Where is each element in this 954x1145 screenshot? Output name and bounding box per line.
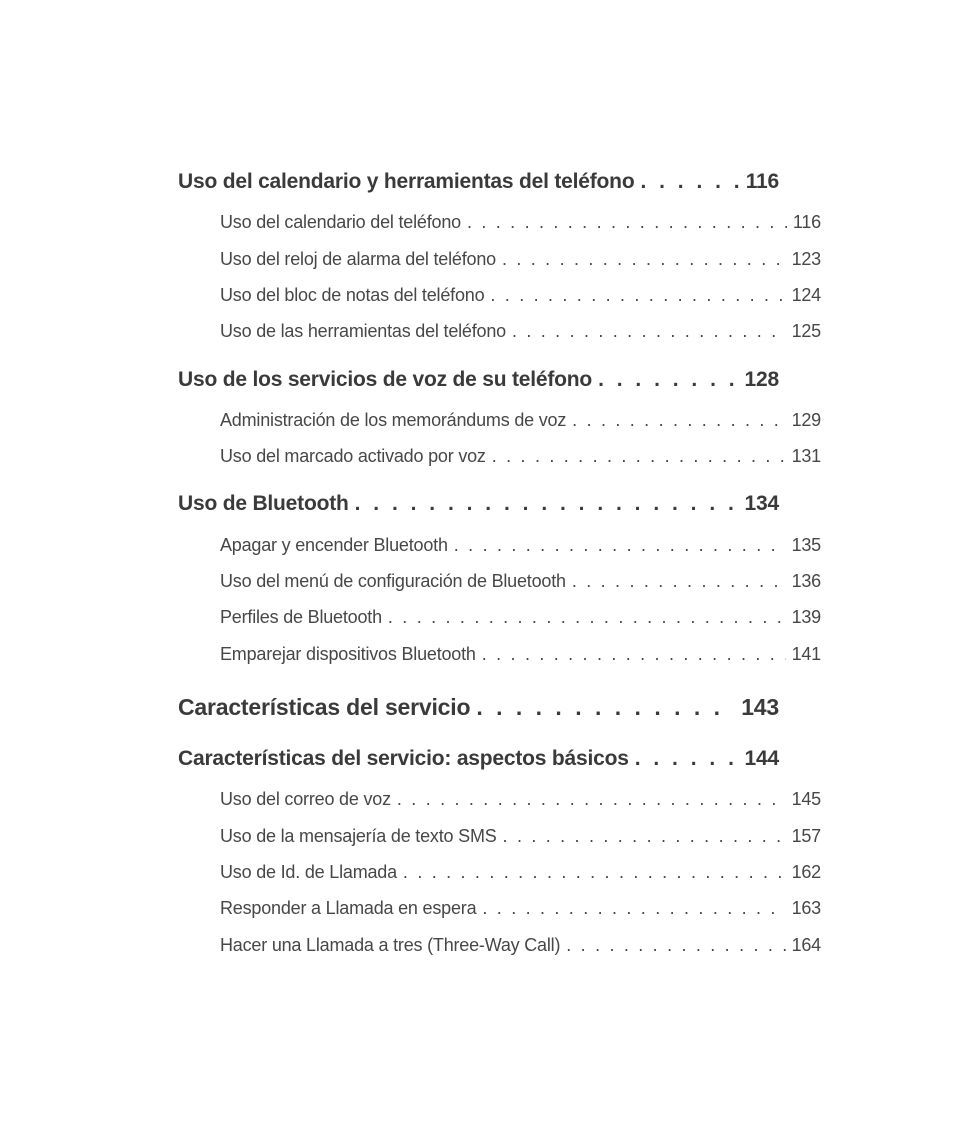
toc-leader: . . . . . . . . . . . . . . . . . . . . …	[566, 933, 785, 957]
toc-page-number: 125	[792, 319, 821, 343]
toc-leader: . . . . . . . . . . . . . . . . . . . . …	[403, 860, 786, 884]
toc-entry: Uso del reloj de alarma del teléfono . .…	[178, 247, 821, 271]
toc-entry: Perfiles de Bluetooth . . . . . . . . . …	[178, 605, 821, 629]
toc-entry: Uso del correo de voz . . . . . . . . . …	[178, 787, 821, 811]
toc-title: Uso de Id. de Llamada	[220, 860, 397, 884]
toc-title: Uso del bloc de notas del teléfono	[220, 283, 484, 307]
toc-entry: Administración de los memorándums de voz…	[178, 408, 821, 432]
toc-entry: Responder a Llamada en espera . . . . . …	[178, 896, 821, 920]
toc-page-number: 129	[792, 408, 821, 432]
toc-entry: Hacer una Llamada a tres (Three-Way Call…	[178, 933, 821, 957]
toc-leader: . . . . . . . . . . . . . . . . . . . . …	[502, 247, 786, 271]
toc-title: Uso del reloj de alarma del teléfono	[220, 247, 496, 271]
toc-leader: . . . . . . . . . . . . . . . . . . . . …	[482, 896, 785, 920]
toc-leader: . . . . . . . . . . . . . . . . . . . . …	[482, 642, 786, 666]
toc-page-number: 157	[792, 824, 821, 848]
toc-title: Apagar y encender Bluetooth	[220, 533, 448, 557]
toc-entry: Uso del calendario del teléfono . . . . …	[178, 210, 821, 234]
toc-leader: . . . . . . . . . . . . . . . . . . . . …	[397, 787, 786, 811]
toc-page-number: 144	[745, 745, 779, 773]
toc-entry: Emparejar dispositivos Bluetooth . . . .…	[178, 642, 821, 666]
toc-leader: . . . . . . . . . . . . . . . . . . . . …	[355, 490, 739, 518]
toc-page-number: 141	[792, 642, 821, 666]
toc-title: Uso del calendario del teléfono	[220, 210, 461, 234]
toc-leader: . . . . . . . . . . . . . . . . . . . . …	[635, 745, 739, 773]
toc-title: Uso del menú de configuración de Bluetoo…	[220, 569, 566, 593]
toc-title: Hacer una Llamada a tres (Three-Way Call…	[220, 933, 560, 957]
toc-entry: Uso de Id. de Llamada . . . . . . . . . …	[178, 860, 821, 884]
toc-leader: . . . . . . . . . . . . . . . . . . . . …	[512, 319, 786, 343]
toc-leader: . . . . . . . . . . . . . . . . . . . . …	[640, 168, 739, 196]
toc-section: Uso de los servicios de voz de su teléfo…	[178, 366, 779, 394]
toc-entry: Uso del marcado activado por voz . . . .…	[178, 444, 821, 468]
toc-leader: . . . . . . . . . . . . . . . . . . . . …	[598, 366, 738, 394]
toc-entry: Uso del menú de configuración de Bluetoo…	[178, 569, 821, 593]
toc-page-number: 128	[745, 366, 779, 394]
toc-title: Responder a Llamada en espera	[220, 896, 476, 920]
toc-title: Uso del marcado activado por voz	[220, 444, 486, 468]
toc-title: Perfiles de Bluetooth	[220, 605, 382, 629]
toc-entry: Apagar y encender Bluetooth . . . . . . …	[178, 533, 821, 557]
toc-leader: . . . . . . . . . . . . . . . . . . . . …	[476, 692, 735, 723]
toc-page-number: 163	[792, 896, 821, 920]
toc-title: Uso de los servicios de voz de su teléfo…	[178, 366, 592, 394]
toc-page-number: 116	[746, 168, 779, 196]
toc-leader: . . . . . . . . . . . . . . . . . . . . …	[503, 824, 786, 848]
toc-page-number: 164	[792, 933, 821, 957]
toc-leader: . . . . . . . . . . . . . . . . . . . . …	[454, 533, 786, 557]
toc-page-number: 116	[793, 210, 821, 234]
toc-page-number: 145	[792, 787, 821, 811]
toc-title: Uso de Bluetooth	[178, 490, 349, 518]
toc-leader: . . . . . . . . . . . . . . . . . . . . …	[492, 444, 786, 468]
toc-page-number: 134	[745, 490, 779, 518]
toc-title: Uso del correo de voz	[220, 787, 391, 811]
toc-leader: . . . . . . . . . . . . . . . . . . . . …	[572, 408, 785, 432]
toc-section: Uso del calendario y herramientas del te…	[178, 168, 779, 196]
toc-page-number: 136	[792, 569, 821, 593]
toc-page-number: 139	[792, 605, 821, 629]
toc-page-number: 162	[792, 860, 821, 884]
toc-title: Uso de las herramientas del teléfono	[220, 319, 506, 343]
toc-page-number: 123	[792, 247, 821, 271]
toc-page-number: 135	[792, 533, 821, 557]
toc-entry: Uso del bloc de notas del teléfono . . .…	[178, 283, 821, 307]
toc-title: Emparejar dispositivos Bluetooth	[220, 642, 476, 666]
toc-title: Administración de los memorándums de voz	[220, 408, 566, 432]
toc-leader: . . . . . . . . . . . . . . . . . . . . …	[572, 569, 786, 593]
toc-section: Características del servicio: aspectos b…	[178, 745, 779, 773]
toc-leader: . . . . . . . . . . . . . . . . . . . . …	[467, 210, 787, 234]
toc-section: Características del servicio . . . . . .…	[178, 692, 779, 723]
toc-page-number: 124	[792, 283, 821, 307]
toc-page: Uso del calendario y herramientas del te…	[0, 0, 954, 1145]
toc-page-number: 131	[792, 444, 821, 468]
toc-title: Características del servicio	[178, 692, 470, 723]
toc-title: Uso del calendario y herramientas del te…	[178, 168, 634, 196]
toc-title: Características del servicio: aspectos b…	[178, 745, 629, 773]
toc-page-number: 143	[741, 692, 779, 723]
toc-leader: . . . . . . . . . . . . . . . . . . . . …	[388, 605, 786, 629]
toc-title: Uso de la mensajería de texto SMS	[220, 824, 497, 848]
toc-entry: Uso de la mensajería de texto SMS . . . …	[178, 824, 821, 848]
toc-entry: Uso de las herramientas del teléfono . .…	[178, 319, 821, 343]
toc-section: Uso de Bluetooth . . . . . . . . . . . .…	[178, 490, 779, 518]
toc-leader: . . . . . . . . . . . . . . . . . . . . …	[490, 283, 785, 307]
